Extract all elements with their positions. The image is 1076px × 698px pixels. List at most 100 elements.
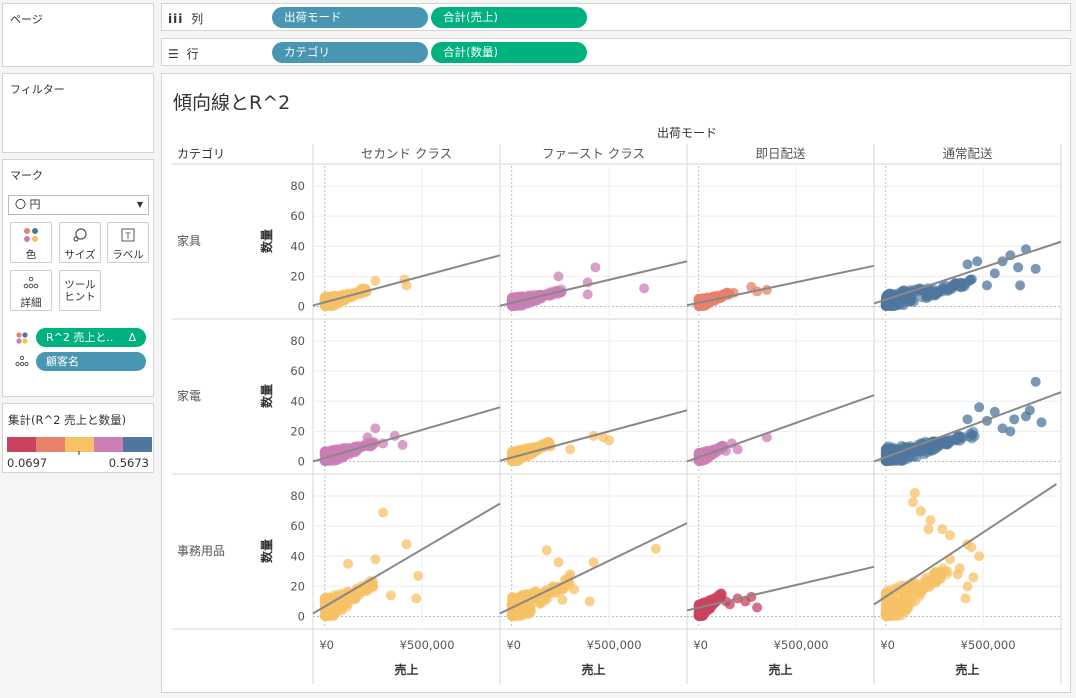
color-field-label: R^2 売上と.. <box>46 331 114 344</box>
data-point <box>997 423 1008 434</box>
data-point <box>1005 426 1016 437</box>
y-tick-label: 60 <box>290 519 305 533</box>
detail-field-icon <box>15 355 29 370</box>
rows-shelf-label: ☰ 行 <box>168 45 199 62</box>
data-point <box>969 431 980 442</box>
worksheet-title: 傾向線とR^2 <box>173 92 291 114</box>
color-legend-card: 集計(R^2 売上と数量) 0.0697 0.5673 <box>2 403 154 473</box>
data-point <box>362 432 373 443</box>
data-point <box>565 444 576 455</box>
text-label-icon: T <box>108 227 148 247</box>
data-point <box>889 300 900 311</box>
chevron-down-icon: ▼ <box>136 200 143 209</box>
data-point <box>370 554 381 565</box>
data-point <box>917 578 928 589</box>
trend-line <box>686 264 875 307</box>
columns-shelf[interactable]: iii 列 出荷モード 合計(売上) <box>161 3 1071 31</box>
x-tick-label: ¥500,000 <box>400 638 455 652</box>
data-point <box>506 610 517 621</box>
size-button[interactable]: サイズ <box>59 222 101 263</box>
x-axis-title: 売上 <box>768 662 792 677</box>
data-point <box>962 414 973 425</box>
data-point <box>558 584 569 595</box>
scatter-cell <box>499 166 688 316</box>
data-point <box>944 530 955 541</box>
color-field-icon <box>15 331 29 348</box>
row-pill-quantity[interactable]: 合計(数量) <box>431 42 587 63</box>
y-tick-label: 40 <box>290 394 305 408</box>
data-point <box>401 280 412 291</box>
data-point <box>907 497 918 508</box>
data-point <box>413 570 424 581</box>
color-field-pill[interactable]: R^2 売上と.. Δ <box>36 328 146 347</box>
x-tick-label: ¥0 <box>506 638 521 652</box>
color-legend-min: 0.0697 <box>7 456 48 470</box>
mark-type-value: 〇 円 <box>15 198 41 211</box>
y-tick-label: 20 <box>290 424 305 438</box>
detail-button[interactable]: 詳細 <box>10 270 52 311</box>
column-pill-sales[interactable]: 合計(売上) <box>431 7 587 28</box>
color-legend-title: 集計(R^2 売上と数量) <box>8 413 127 427</box>
data-point <box>370 423 381 434</box>
row-header-label: 家具 <box>177 233 201 248</box>
data-point <box>915 506 926 517</box>
row-header-label: 事務用品 <box>177 544 225 558</box>
data-point <box>732 444 743 455</box>
data-point <box>908 590 919 601</box>
data-point <box>960 593 971 604</box>
y-tick-label: 20 <box>290 269 305 283</box>
y-tick-label: 0 <box>298 454 305 468</box>
scatter-cell <box>873 321 1062 471</box>
x-tick-label: ¥0 <box>693 638 708 652</box>
x-tick-label: ¥500,000 <box>774 638 829 652</box>
data-point <box>530 586 541 597</box>
pages-card-title: ページ <box>10 13 43 26</box>
tooltip-button[interactable]: ツール ヒント <box>59 270 101 311</box>
y-tick-label: 0 <box>298 299 305 313</box>
filters-card[interactable]: フィルター <box>2 73 154 153</box>
data-point <box>946 281 957 292</box>
row-pill-category[interactable]: カテゴリ <box>272 42 428 63</box>
y-tick-label: 60 <box>290 209 305 223</box>
tooltip-button-label-2: ヒント <box>64 291 96 303</box>
data-point <box>604 435 615 446</box>
trend-line <box>312 502 501 615</box>
data-point <box>341 601 352 612</box>
columns-shelf-label: iii 列 <box>168 10 203 27</box>
rows-shelf[interactable]: ☰ 行 カテゴリ 合計(数量) <box>161 38 1071 66</box>
data-point <box>1030 263 1041 274</box>
data-point <box>1020 411 1031 422</box>
detail-icon <box>11 275 51 295</box>
x-axis-title: 売上 <box>955 662 979 677</box>
column-header-label: 通常配送 <box>942 146 993 161</box>
row-header-title: カテゴリ <box>177 146 225 161</box>
color-legend-ramp <box>7 437 152 455</box>
color-button[interactable]: 色 <box>10 222 52 263</box>
pages-card: ページ <box>2 3 154 67</box>
data-point <box>385 590 396 601</box>
data-point <box>411 593 422 604</box>
column-pill-ship-mode[interactable]: 出荷モード <box>272 7 428 28</box>
columns-label: 列 <box>191 12 204 26</box>
rows-icon: ☰ <box>168 47 179 61</box>
detail-field-pill[interactable]: 顧客名 <box>36 352 146 371</box>
data-point <box>937 524 948 535</box>
data-point <box>974 551 985 562</box>
data-point <box>974 402 985 413</box>
data-point <box>966 542 977 553</box>
y-tick-label: 60 <box>290 364 305 378</box>
data-point <box>1030 376 1041 387</box>
mark-type-dropdown[interactable]: 〇 円 ▼ <box>8 195 149 215</box>
scatter-cell <box>686 476 875 626</box>
legend-color-step <box>94 437 124 452</box>
data-point <box>1009 414 1020 425</box>
data-point <box>557 594 568 605</box>
y-tick-label: 20 <box>290 579 305 593</box>
y-axis-title: 数量 <box>259 384 274 408</box>
y-axis-title: 数量 <box>259 229 274 253</box>
data-point <box>582 289 593 300</box>
label-button[interactable]: T ラベル <box>107 222 149 263</box>
marks-card-title: マーク <box>10 169 43 182</box>
data-point <box>378 507 389 518</box>
